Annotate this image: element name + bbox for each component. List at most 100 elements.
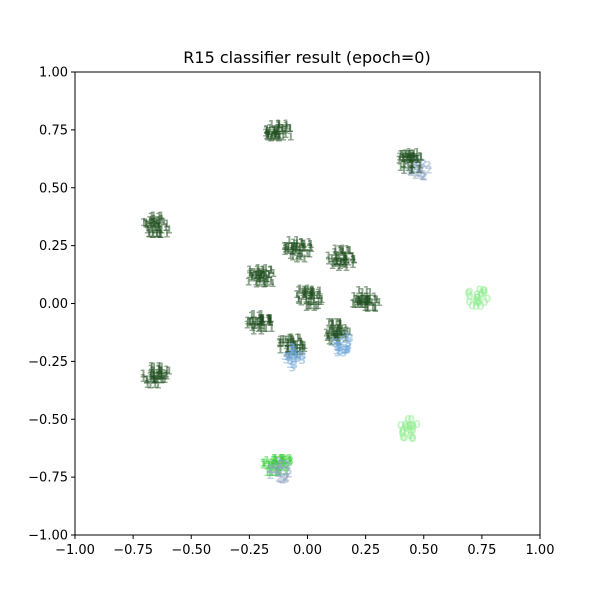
scatter-point-label: 2 [275,464,283,477]
scatter-point-label: 11 [155,363,170,376]
scatter-point-label: 11 [248,310,263,323]
scatter-point-label: 11 [331,257,346,270]
scatter-point-label: 3 [291,351,299,364]
scatter-point-label: 11 [149,228,164,241]
scatter-point-label: 2 [419,162,427,175]
scatter-point-label: 0 [473,292,481,305]
scatter-point-label: 11 [307,295,322,308]
scatter-point-label: 13 [265,458,280,471]
scatter-point-label: 3 [344,341,352,354]
scatter-point-label: 11 [399,151,414,164]
scatter-point-label: 11 [149,364,164,377]
scatter-point-label: 11 [257,268,272,281]
scatter-point-label: 11 [260,322,275,335]
scatter-point-label: 11 [331,243,346,256]
y-tick-label: 0.75 [39,123,68,138]
x-tick-label: 0.00 [293,543,322,558]
scatter-point-label: 11 [323,331,338,344]
scatter-point-label: 11 [287,249,302,262]
scatter-point-label: 11 [145,227,160,240]
chart-title: R15 classifier result (epoch=0) [183,48,430,67]
scatter-point-label: 11 [259,313,274,326]
scatter-point-label: 11 [254,262,269,275]
scatter-point-label: 11 [325,316,340,329]
scatter-point-label: 11 [409,159,424,172]
scatter-point-label: 11 [342,254,357,267]
scatter-point-label: 11 [408,163,423,176]
scatter-point-label: 3 [340,346,348,359]
scatter-point-label: 3 [283,353,291,366]
scatter-point-label: 11 [335,325,350,338]
scatter-point-label: 11 [331,246,346,259]
scatter-point-label: 11 [306,299,321,312]
scatter-point-label: 11 [351,298,366,311]
scatter-point-label: 11 [357,293,372,306]
scatter-point-label: 11 [148,210,163,223]
scatter-point-label: 11 [324,330,339,343]
scatter-point-label: 11 [281,245,296,258]
scatter-point-label: 11 [276,336,291,349]
scatter-point-label: 11 [337,245,352,258]
scatter-point-label: 11 [299,286,314,299]
scatter-point-label: 11 [309,295,324,308]
scatter-point-label: 11 [288,332,303,345]
scatter-point-label: 11 [149,223,164,236]
scatter-point-label: 11 [350,290,365,303]
scatter-point-label: 11 [288,345,303,358]
scatter-point-label: 11 [274,128,289,141]
scatter-point-label: 11 [275,119,290,132]
scatter-point-label: 2 [416,157,424,170]
scatter-point-label: 3 [342,344,350,357]
scatter-point-label: 2 [411,152,419,165]
scatter-point-label: 11 [337,256,352,269]
scatter-point-label: 13 [268,466,283,479]
scatter-point-label: 11 [288,245,303,258]
scatter-point-label: 11 [364,302,379,315]
scatter-point-label: 0 [399,431,407,444]
scatter-point-label: 2 [282,470,290,483]
scatter-point-label: 11 [401,147,416,160]
scatter-point-label: 0 [409,432,417,445]
y-tick-label: −1.00 [28,529,68,544]
scatter-point-label: 3 [289,349,297,362]
scatter-point-label: 3 [290,353,298,366]
scatter-point-label: 11 [335,261,350,274]
scatter-point-label: 11 [290,236,305,249]
scatter-point-label: 11 [289,336,304,349]
scatter-point-label: 11 [354,296,369,309]
scatter-point-label: 11 [304,300,319,313]
scatter-point-label: 11 [279,337,294,350]
scatter-point-label: 2 [277,458,285,471]
scatter-point-label: 0 [472,300,480,313]
scatter-point-label: 0 [401,431,409,444]
scatter-point-label: 0 [399,424,407,437]
scatter-point-label: 11 [308,285,323,298]
scatter-point-label: 2 [275,455,283,468]
scatter-point-label: 2 [412,169,420,182]
scatter-point-label: 3 [286,348,294,361]
scatter-point-label: 11 [328,259,343,272]
scatter-point-label: 3 [288,341,296,354]
scatter-point-label: 11 [364,293,379,306]
scatter-point-label: 13 [270,454,285,467]
scatter-point-label: 11 [143,373,158,386]
scatter-point-label: 11 [329,325,344,338]
scatter-point-label: 2 [285,468,293,481]
scatter-point-label: 11 [143,374,158,387]
scatter-point-label: 0 [475,295,483,308]
scatter-point-label: 11 [354,293,369,306]
scatter-point-label: 0 [403,421,411,434]
scatter-point-label: 3 [342,333,350,346]
x-tick-label: −0.25 [229,543,269,558]
scatter-point-label: 3 [334,336,342,349]
scatter-point-label: 2 [406,165,414,178]
scatter-point-label: 11 [262,126,277,139]
scatter-point-label: 11 [149,210,164,223]
scatter-point-label: 11 [334,322,349,335]
scatter-point-label: 11 [325,324,340,337]
scatter-point-label: 11 [246,317,261,330]
scatter-point-label: 11 [248,316,263,329]
scatter-point-label: 11 [139,372,154,385]
scatter-point-label: 13 [271,452,286,465]
scatter-point-label: 0 [477,300,485,313]
